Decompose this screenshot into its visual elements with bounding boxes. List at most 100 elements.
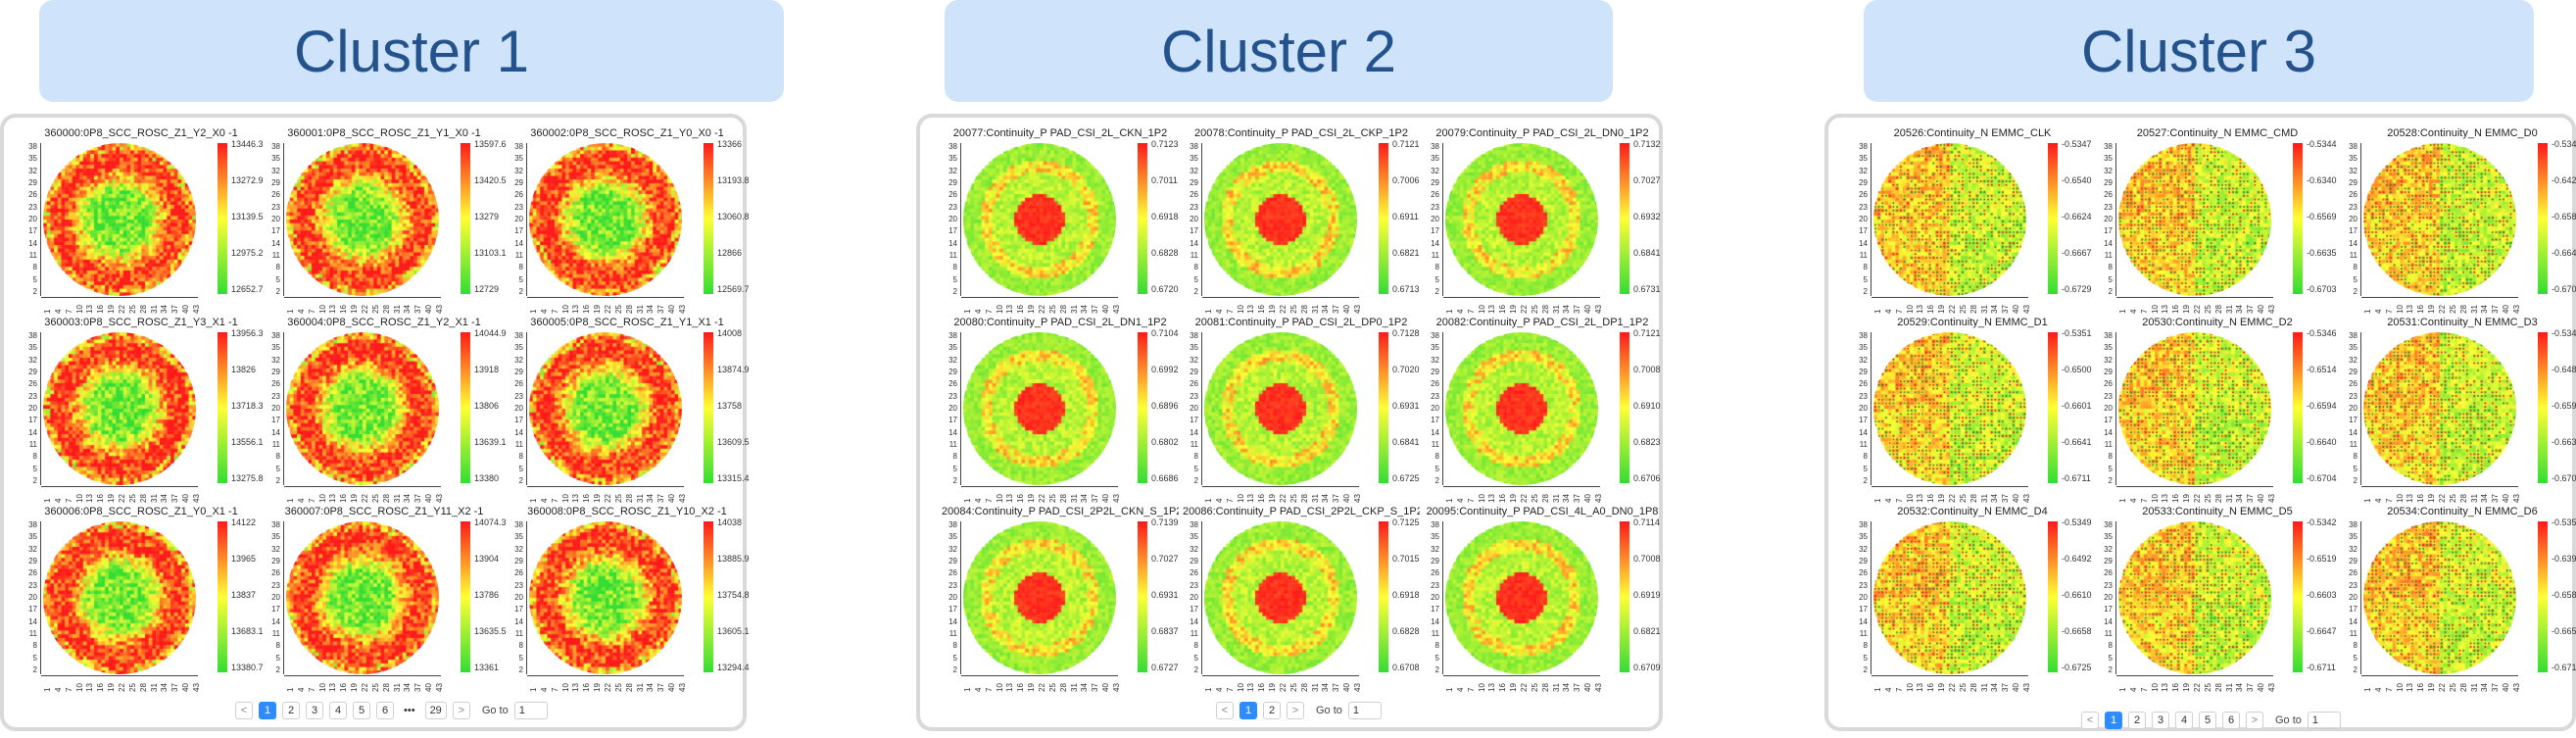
pagination-page-button[interactable]: 29: [424, 702, 447, 719]
x-tick-label: 19: [350, 683, 360, 692]
goto-page-input[interactable]: 1: [513, 702, 548, 719]
wafer-map-card[interactable]: 360005:0P8_SCC_ROSC_Z1_Y1_X1 -1 38 35 32 29 2…: [508, 317, 750, 504]
pagination-page-button[interactable]: 2: [2128, 712, 2146, 729]
goto-label: Go to: [481, 705, 509, 716]
pagination-ellipsis[interactable]: •••: [400, 702, 419, 719]
wafer-map-card[interactable]: 360007:0P8_SCC_ROSC_Z1_Y11_X2 -1 38 35 32 29…: [265, 506, 506, 693]
pagination-page-button[interactable]: 2: [1263, 702, 1281, 719]
y-tick-label: 20: [2349, 404, 2357, 413]
x-tick-label: 40: [1101, 683, 1111, 692]
pagination-next-button[interactable]: >: [1287, 702, 1304, 719]
wafer-heatmap[interactable]: [963, 521, 1116, 674]
wafer-heatmap[interactable]: [43, 143, 196, 296]
wafer-heatmap[interactable]: [286, 332, 439, 485]
wafer-heatmap[interactable]: [1873, 521, 2026, 674]
wafer-map-card[interactable]: 20533:Continuity_N EMMC_D5 38 35 32 29 26 23 20…: [2097, 506, 2338, 693]
wafer-map-title: 20086:Continuity_P PAD_CSI_2P2L_CKP_S_1P…: [1183, 506, 1420, 517]
x-tick-label: 43: [678, 305, 687, 314]
wafer-map-card[interactable]: 20526:Continuity_N EMMC_CLK 38 35 32 29 26 23 2…: [1852, 127, 2093, 315]
wafer-map-card[interactable]: 20531:Continuity_N EMMC_D3 38 35 32 29 26 23 20…: [2342, 317, 2576, 504]
wafer-heatmap[interactable]: [43, 521, 196, 674]
wafer-map-card[interactable]: 20081:Continuity_P PAD_CSI_2L_DP0_1P2 38 3…: [1183, 317, 1420, 504]
color-scale-label: 13874.9: [717, 365, 750, 374]
pagination-page-button[interactable]: 6: [2222, 712, 2240, 729]
wafer-heatmap[interactable]: [2363, 143, 2516, 296]
x-tick-label: 37: [2001, 494, 2011, 503]
wafer-heatmap[interactable]: [2118, 332, 2271, 485]
wafer-map-card[interactable]: 20530:Continuity_N EMMC_D2 38 35 32 29 26 23 20…: [2097, 317, 2338, 504]
pagination-prev-button[interactable]: <: [2081, 712, 2099, 729]
pagination-prev-button[interactable]: <: [235, 702, 253, 719]
wafer-heatmap[interactable]: [1445, 521, 1598, 674]
wafer-heatmap[interactable]: [1873, 332, 2026, 485]
wafer-heatmap[interactable]: [529, 332, 682, 485]
goto-page-input[interactable]: 1: [2307, 712, 2341, 729]
wafer-heatmap[interactable]: [2363, 332, 2516, 485]
wafer-heatmap[interactable]: [286, 143, 439, 296]
wafer-map-card[interactable]: 20534:Continuity_N EMMC_D6 38 35 32 29 26 23 20…: [2342, 506, 2576, 693]
pagination-page-button[interactable]: 1: [1239, 702, 1257, 719]
x-tick-label: 16: [1257, 305, 1267, 314]
pagination-next-button[interactable]: >: [2246, 712, 2263, 729]
wafer-heatmap[interactable]: [2363, 521, 2516, 674]
y-tick-label: 38: [1190, 520, 1198, 529]
pagination-page-button[interactable]: 5: [2199, 712, 2216, 729]
wafer-heatmap[interactable]: [1445, 332, 1598, 485]
wafer-heatmap[interactable]: [1204, 143, 1357, 296]
wafer-map-card[interactable]: 360006:0P8_SCC_ROSC_Z1_Y0_X1 -1 38 35 32 29 2…: [22, 506, 263, 693]
wafer-heatmap[interactable]: [43, 332, 196, 485]
wafer-map-card[interactable]: 20532:Continuity_N EMMC_D4 38 35 32 29 26 23 20…: [1852, 506, 2093, 693]
wafer-map-card[interactable]: 360000:0P8_SCC_ROSC_Z1_Y2_X0 -1 38 35 32 29 2…: [22, 127, 263, 315]
pagination-page-button[interactable]: 2: [282, 702, 300, 719]
wafer-heatmap[interactable]: [529, 143, 682, 296]
wafer-heatmap[interactable]: [963, 143, 1116, 296]
wafer-map-card[interactable]: 20080:Continuity_P PAD_CSI_2L_DN1_1P2 38 3…: [942, 317, 1179, 504]
wafer-map-card[interactable]: 20078:Continuity_P PAD_CSI_2L_CKP_1P2 38 3…: [1183, 127, 1420, 315]
wafer-map-card[interactable]: 360003:0P8_SCC_ROSC_Z1_Y3_X1 -1 38 35 32 29 2…: [22, 317, 263, 504]
pagination-page-button[interactable]: 5: [353, 702, 370, 719]
x-tick-label: 13: [1916, 494, 1925, 503]
pagination-page-button[interactable]: 1: [259, 702, 276, 719]
x-tick-label: 1: [963, 687, 972, 692]
pagination-page-button[interactable]: 3: [306, 702, 323, 719]
wafer-map-card[interactable]: 20082:Continuity_P PAD_CSI_2L_DP1_1P2 38 3…: [1424, 317, 1661, 504]
goto-page-input[interactable]: 1: [1347, 702, 1382, 719]
wafer-map-card[interactable]: 360002:0P8_SCC_ROSC_Z1_Y0_X0 -1 38 35 32 29 2…: [508, 127, 749, 315]
pagination-page-button[interactable]: 4: [329, 702, 347, 719]
x-tick-label: 19: [1509, 305, 1519, 314]
y-tick-label: 5: [518, 464, 523, 473]
wafer-heatmap[interactable]: [529, 521, 682, 674]
wafer-map-card[interactable]: 360008:0P8_SCC_ROSC_Z1_Y10_X2 -1 38 35 32 29…: [508, 506, 749, 693]
wafer-heatmap[interactable]: [963, 332, 1116, 485]
wafer-map-card[interactable]: 20527:Continuity_N EMMC_CMD 38 35 32 29 26 23 2…: [2097, 127, 2338, 315]
color-scale-label: 0.6731: [1633, 284, 1661, 294]
wafer-map-card[interactable]: 20077:Continuity_P PAD_CSI_2L_CKN_1P2 38 3…: [942, 127, 1179, 315]
x-tick-label: 40: [1342, 305, 1352, 314]
pagination-prev-button[interactable]: <: [1216, 702, 1234, 719]
wafer-heatmap[interactable]: [2118, 521, 2271, 674]
wafer-map-card[interactable]: 360001:0P8_SCC_ROSC_Z1_Y1_X0 -1 38 35 32 29 2…: [265, 127, 506, 315]
wafer-map-card[interactable]: 20079:Continuity_P PAD_CSI_2L_DN0_1P2 38 3…: [1424, 127, 1661, 315]
wafer-heatmap[interactable]: [2118, 143, 2271, 296]
pagination-page-button[interactable]: 6: [376, 702, 394, 719]
x-tick-label: 19: [107, 305, 117, 314]
pagination-page-button[interactable]: 3: [2152, 712, 2169, 729]
wafer-map-card[interactable]: 360004:0P8_SCC_ROSC_Z1_Y2_X1 -1 38 35 32 29 2…: [265, 317, 506, 504]
wafer-heatmap[interactable]: [1204, 521, 1357, 674]
wafer-heatmap[interactable]: [1204, 332, 1357, 485]
x-tick-label: 10: [317, 494, 327, 503]
wafer-heatmap[interactable]: [286, 521, 439, 674]
y-tick-label: 5: [518, 653, 523, 663]
pagination-page-button[interactable]: 4: [2175, 712, 2193, 729]
pagination-page-button[interactable]: 1: [2105, 712, 2122, 729]
wafer-map-card[interactable]: 20084:Continuity_P PAD_CSI_2P2L_CKN_S_1P…: [942, 506, 1179, 693]
wafer-map-card[interactable]: 20095:Continuity_P PAD_CSI_4L_A0_DN0_1P8…: [1424, 506, 1661, 693]
pagination-next-button[interactable]: >: [452, 702, 470, 719]
wafer-map-card[interactable]: 20529:Continuity_N EMMC_D1 38 35 32 29 26 23 20…: [1852, 317, 2093, 504]
wafer-map-card[interactable]: 20528:Continuity_N EMMC_D0 38 35 32 29 26 23 20…: [2342, 127, 2576, 315]
wafer-map-card[interactable]: 20086:Continuity_P PAD_CSI_2P2L_CKP_S_1P…: [1183, 506, 1420, 693]
wafer-heatmap[interactable]: [1873, 143, 2026, 296]
y-tick-label: 23: [2104, 202, 2113, 212]
wafer-heatmap[interactable]: [1445, 143, 1598, 296]
y-tick-label: 29: [271, 178, 280, 187]
